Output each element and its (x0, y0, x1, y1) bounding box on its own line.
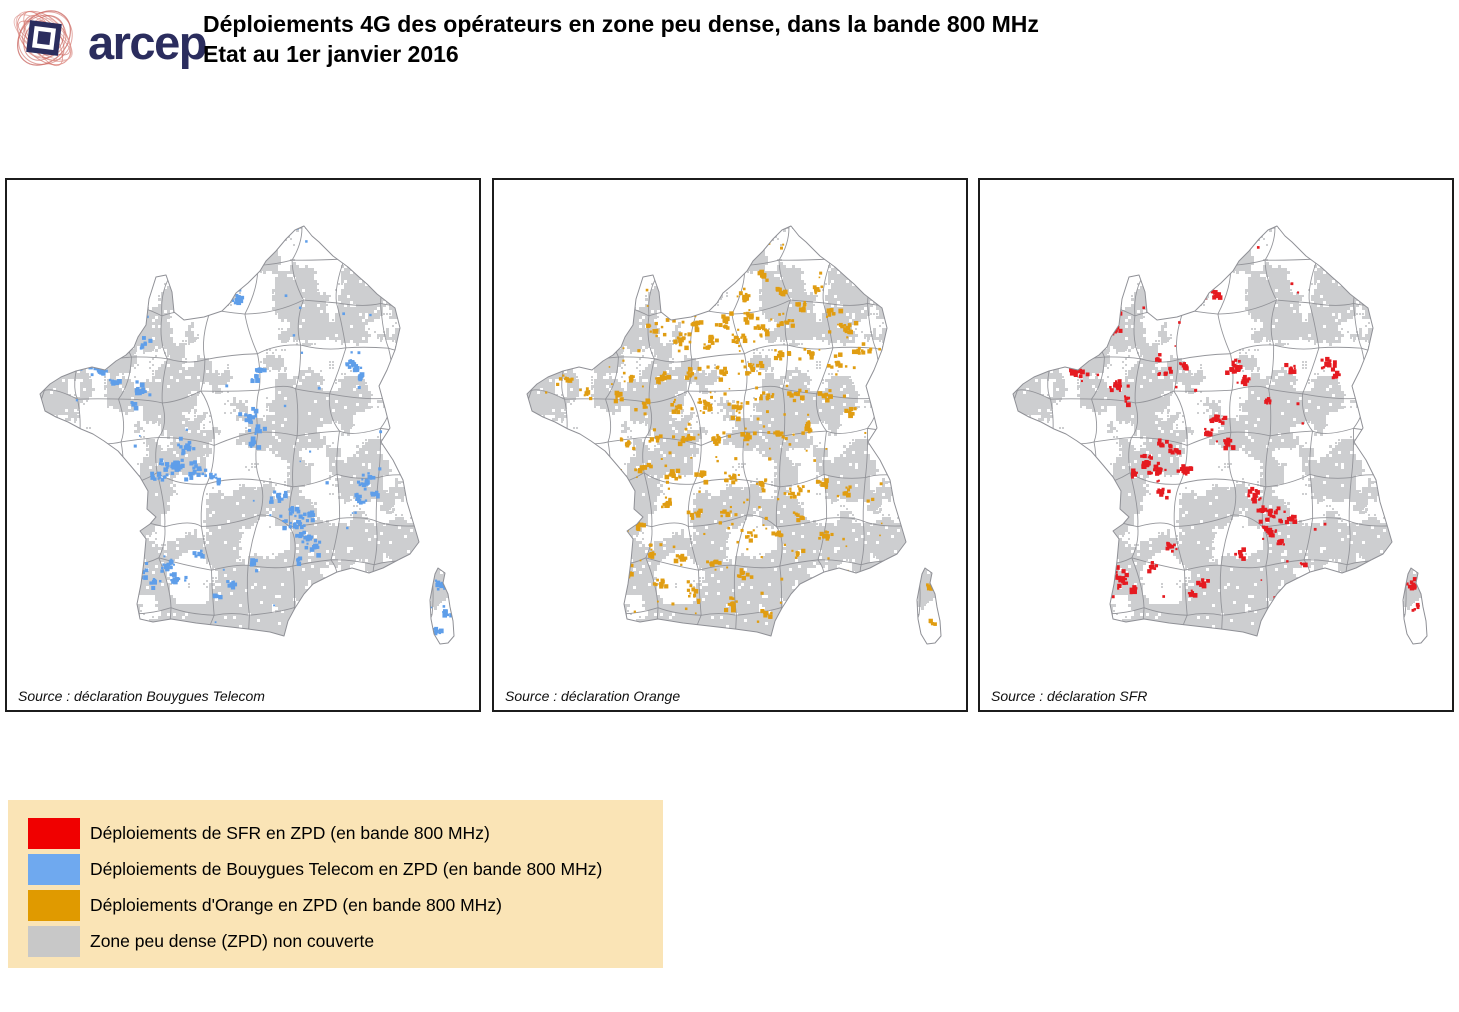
arcep-logo: arcep (6, 2, 207, 79)
france-map-canvas-bouygues (7, 180, 479, 710)
map-panel-orange: Source : déclaration Orange (492, 178, 968, 712)
legend-label-orange: Déploiements d'Orange en ZPD (en bande 8… (90, 895, 502, 915)
legend-swatch-orange (28, 890, 80, 921)
map-source-label: Source : déclaration SFR (989, 688, 1150, 704)
legend-swatch-zpd (28, 926, 80, 957)
france-map-canvas-sfr (980, 180, 1452, 710)
legend-label-bouygues: Déploiements de Bouygues Telecom en ZPD … (90, 859, 603, 879)
legend-item-sfr: Déploiements de SFR en ZPD (en bande 800… (28, 818, 490, 849)
france-map-canvas-orange (494, 180, 966, 710)
legend-item-bouygues: Déploiements de Bouygues Telecom en ZPD … (28, 854, 602, 885)
map-source-label: Source : déclaration Orange (503, 688, 683, 704)
arcep-logo-icon (6, 2, 84, 79)
legend-box: Déploiements de SFR en ZPD (en bande 800… (8, 800, 663, 968)
arcep-logo-text: arcep (88, 16, 207, 69)
legend-swatch-bouygues (28, 854, 80, 885)
legend-label-zpd: Zone peu dense (ZPD) non couverte (90, 931, 375, 951)
legend-item-zpd: Zone peu dense (ZPD) non couverte (28, 926, 374, 957)
legend-item-orange: Déploiements d'Orange en ZPD (en bande 8… (28, 890, 502, 921)
legend-swatch-sfr (28, 818, 80, 849)
map-panel-bouygues: Source : déclaration Bouygues Telecom (5, 178, 481, 712)
map-panel-sfr: Source : déclaration SFR (978, 178, 1454, 712)
page-title-line2: Etat au 1er janvier 2016 (203, 41, 459, 67)
legend-label-sfr: Déploiements de SFR en ZPD (en bande 800… (90, 823, 490, 843)
map-source-label: Source : déclaration Bouygues Telecom (16, 688, 267, 704)
page-title: Déploiements 4G des opérateurs en zone p… (203, 9, 1039, 69)
page-title-line1: Déploiements 4G des opérateurs en zone p… (203, 11, 1039, 37)
